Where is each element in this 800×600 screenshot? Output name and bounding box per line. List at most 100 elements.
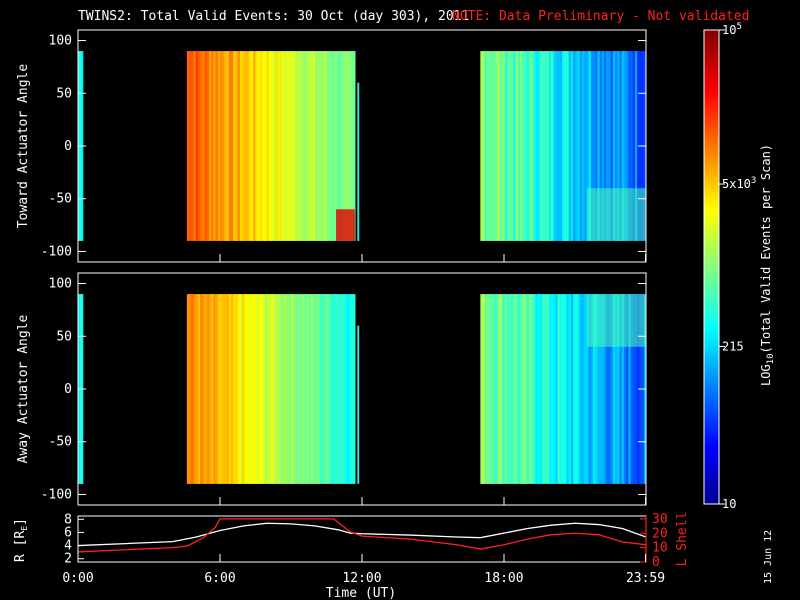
heatmap-overlay xyxy=(586,294,646,347)
heatmap-column xyxy=(217,294,221,484)
heatmap-column xyxy=(189,51,192,241)
r-ylabel: R [RE] xyxy=(13,518,29,562)
heatmap-column xyxy=(312,294,316,484)
heatmap-column xyxy=(621,294,625,484)
heatmap-column xyxy=(253,294,257,484)
heatmap-column xyxy=(592,294,596,484)
heatmap-column xyxy=(495,294,499,484)
heatmap-column xyxy=(259,294,263,484)
heatmap-column xyxy=(228,294,232,484)
heatmap-column xyxy=(484,51,488,241)
heatmap-column xyxy=(506,51,510,241)
heatmap-column xyxy=(330,294,334,484)
heatmap-column xyxy=(599,51,603,241)
heatmap-column xyxy=(493,51,497,241)
heatmap-column xyxy=(266,294,270,484)
heatmap-column xyxy=(273,51,276,241)
heatmap-column xyxy=(301,294,305,484)
heatmap-column xyxy=(586,51,590,241)
heatmap-column xyxy=(590,294,594,484)
preliminary-note: NOTE: Data Preliminary - Not validated xyxy=(452,9,749,24)
heatmap-column xyxy=(601,51,605,241)
heatmap-column xyxy=(339,51,343,241)
heatmap-column xyxy=(286,294,290,484)
lshell-ytick-label: 0 xyxy=(652,555,660,570)
away-yticks: 100 50 0 -50 -100 xyxy=(41,277,646,502)
heatmap-column xyxy=(315,51,318,241)
heatmap-column xyxy=(564,294,568,484)
heatmap-column xyxy=(522,294,526,484)
heatmap-column xyxy=(606,294,610,484)
heatmap-column xyxy=(250,294,254,484)
heatmap-column xyxy=(557,51,561,241)
heatmap-column xyxy=(206,51,210,241)
heatmap-column xyxy=(528,294,532,484)
heatmap-column xyxy=(195,51,199,241)
heatmap-column xyxy=(610,294,614,484)
time-xticks: 0:00 6:00 12:00 18:00 23:59 xyxy=(62,254,665,586)
heatmap-column xyxy=(551,51,554,241)
heatmap-column xyxy=(597,294,601,484)
heatmap-column xyxy=(233,51,237,241)
heatmap-column xyxy=(553,51,557,241)
heatmap-column xyxy=(520,51,523,241)
heatmap-column xyxy=(491,51,495,241)
heatmap-column xyxy=(259,51,263,241)
heatmap-column xyxy=(343,294,347,484)
heatmap-column xyxy=(562,51,565,241)
ytick-label: 100 xyxy=(49,277,72,292)
heatmap-column xyxy=(308,51,312,241)
heatmap-column xyxy=(328,294,332,484)
heatmap-column xyxy=(513,51,517,241)
heatmap-column xyxy=(584,51,587,241)
heatmap-column xyxy=(239,51,243,241)
heatmap-column xyxy=(304,51,307,241)
heatmap-column xyxy=(575,294,579,484)
heatmap-column xyxy=(204,294,208,484)
heatmap-column xyxy=(513,294,517,484)
xtick-label: 12:00 xyxy=(342,571,381,586)
heatmap-column xyxy=(222,294,226,484)
heatmap-column xyxy=(337,294,341,484)
heatmap-column xyxy=(595,294,599,484)
heatmap-column xyxy=(350,294,354,484)
heatmap-column xyxy=(506,294,510,484)
heatmap-column xyxy=(281,51,285,241)
heatmap-column xyxy=(482,51,486,241)
heatmap-column xyxy=(612,51,616,241)
colorbar-tick-label: 10 xyxy=(722,497,736,511)
heatmap-column xyxy=(498,294,501,484)
heatmap-column xyxy=(520,294,523,484)
heatmap-column xyxy=(228,51,232,241)
heatmap-column xyxy=(330,51,334,241)
heatmap-column xyxy=(533,51,537,241)
heatmap-column xyxy=(581,51,585,241)
lshell-ylabel: L Shell xyxy=(675,512,690,567)
heatmap-column xyxy=(577,51,581,241)
heatmap-column xyxy=(319,294,323,484)
heatmap-column xyxy=(615,294,618,484)
heatmap-column xyxy=(310,294,314,484)
ytick-label: 0 xyxy=(64,139,72,154)
heatmap-column xyxy=(284,51,287,241)
heatmap-column xyxy=(562,294,565,484)
heatmap-column xyxy=(509,51,512,241)
heatmap-column xyxy=(250,51,254,241)
heatmap-column xyxy=(352,294,356,484)
heatmap-column xyxy=(626,51,629,241)
heatmap-column xyxy=(246,51,250,241)
heatmap-column xyxy=(348,51,352,241)
heatmap-column xyxy=(617,294,621,484)
ytick-label: -50 xyxy=(49,435,72,450)
heatmap-column xyxy=(535,51,539,241)
heatmap-column xyxy=(206,294,210,484)
r-ytick-label: 6 xyxy=(64,525,72,540)
heatmap-column xyxy=(208,294,212,484)
heatmap-overlay xyxy=(335,209,355,241)
heatmap-column xyxy=(193,51,197,241)
heatmap-column xyxy=(244,294,248,484)
heatmap-column xyxy=(590,51,594,241)
heatmap-column xyxy=(248,51,252,241)
heatmap-column xyxy=(352,51,356,241)
